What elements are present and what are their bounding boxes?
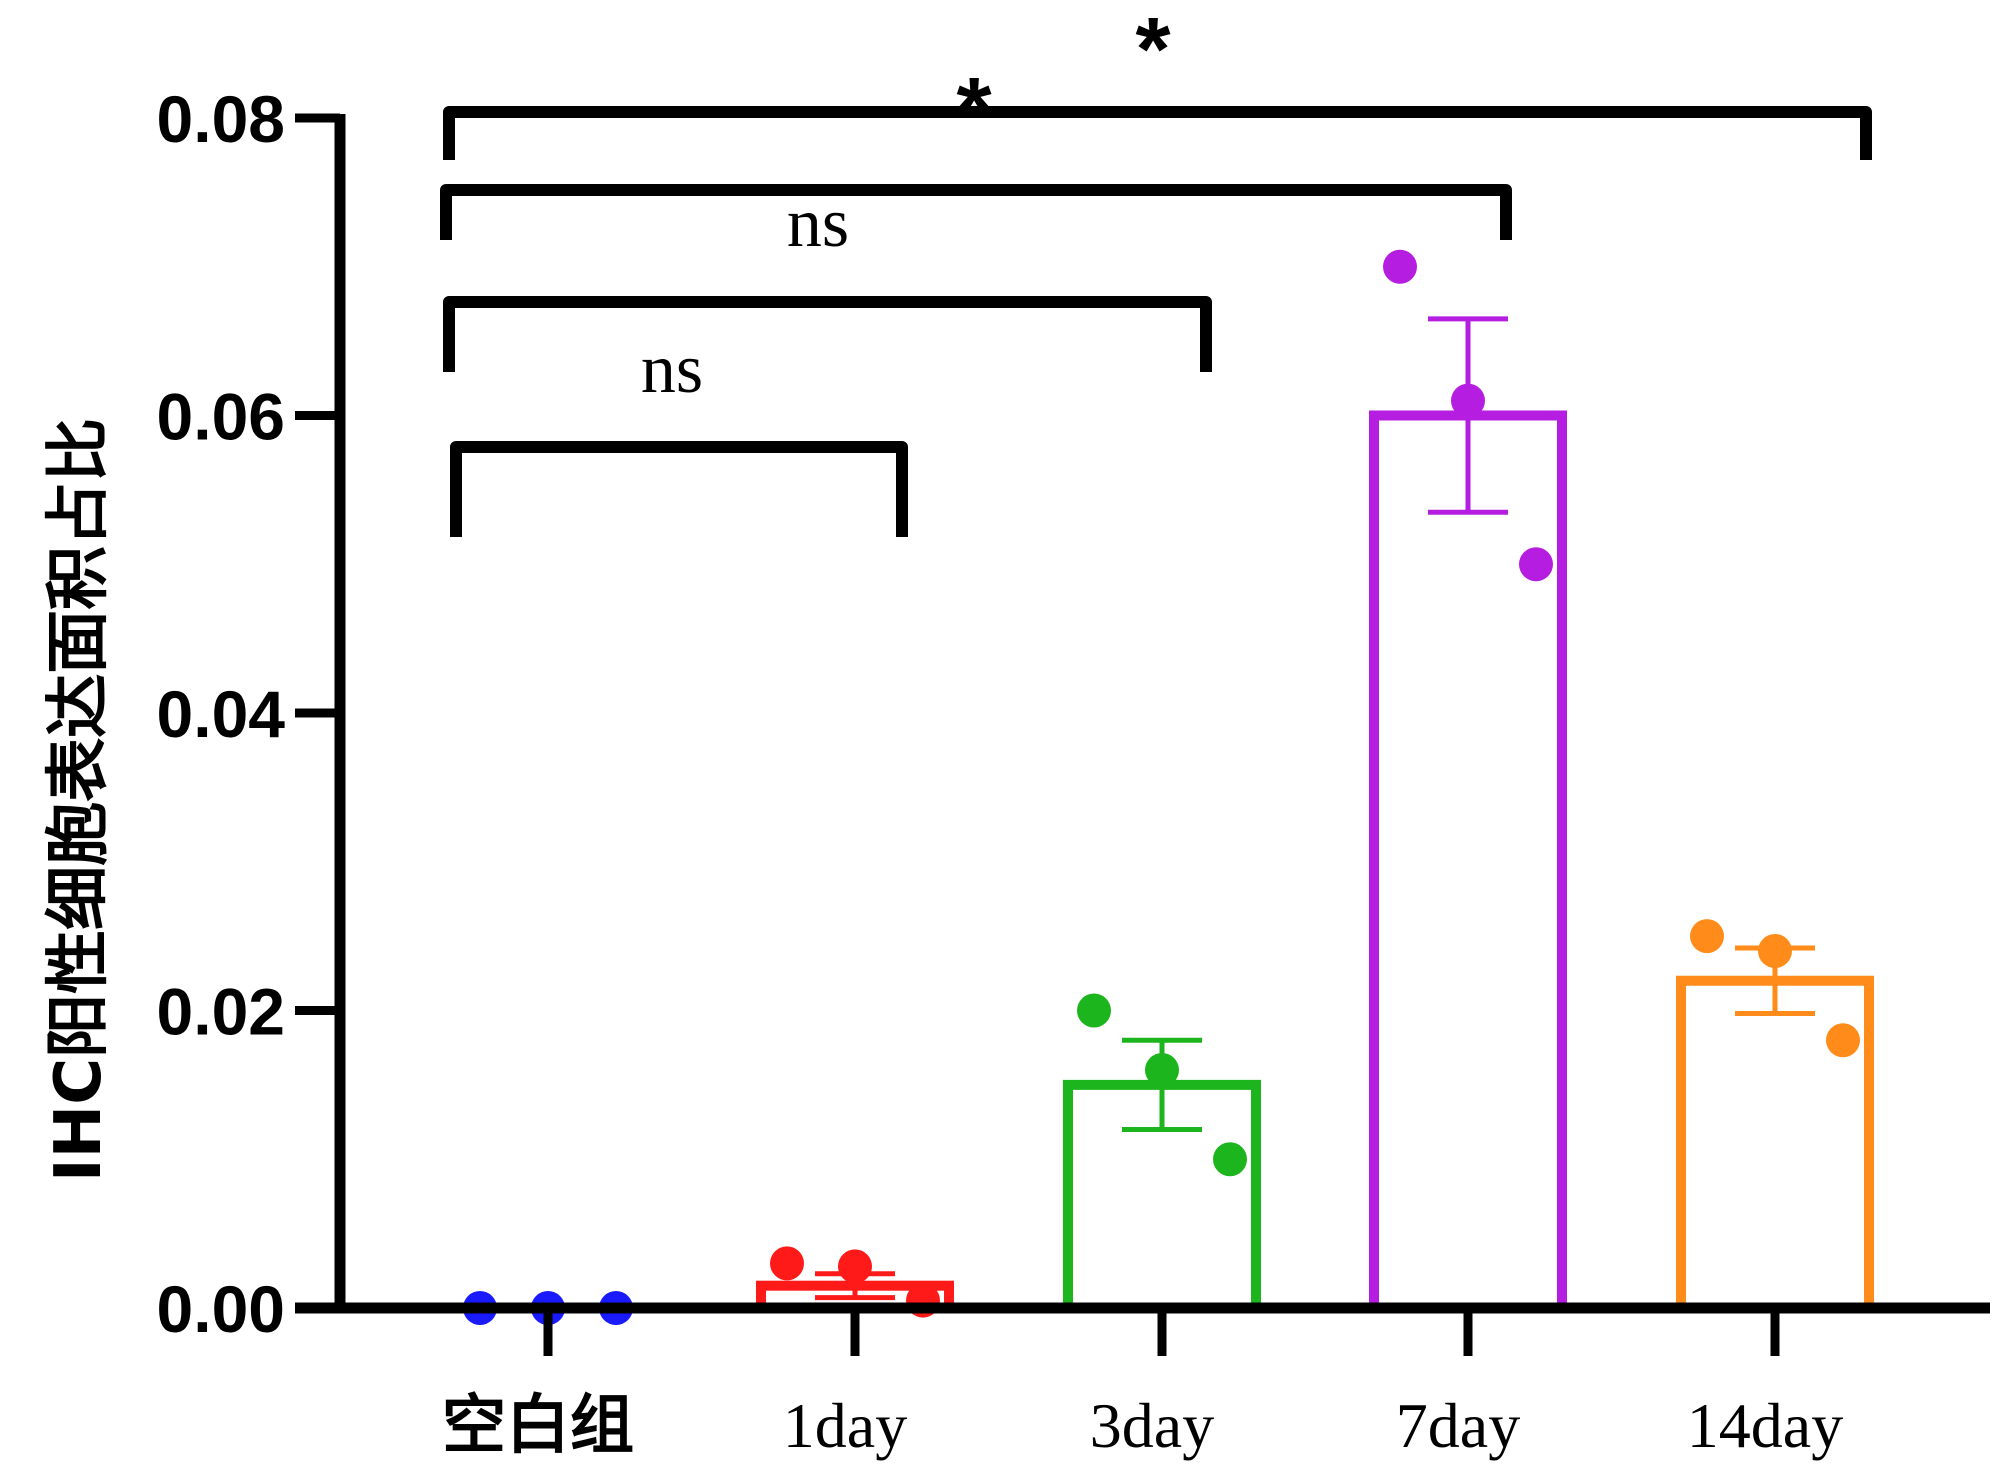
y-tick-label-0: 0.00	[157, 1272, 285, 1346]
sig-bracket-0	[450, 441, 908, 537]
data-point-2-1	[1145, 1053, 1179, 1087]
sig-bracket-3	[443, 106, 1872, 160]
y-axis-label: IHC阳性细胞表达面积占比	[42, 418, 116, 1182]
data-point-2-0	[1077, 993, 1111, 1028]
data-point-4-1	[1758, 934, 1792, 968]
data-point-1-1	[838, 1249, 872, 1284]
data-point-4-0	[1690, 919, 1724, 954]
sig-bracket-1	[443, 296, 1212, 372]
bars-layer	[480, 316, 1874, 1313]
sig-label-2: *	[956, 60, 991, 160]
data-point-3-2	[1519, 547, 1553, 582]
data-point-3-1	[1451, 383, 1485, 418]
sig-label-3: *	[1135, 0, 1170, 100]
y-tick-label-4: 0.08	[157, 82, 285, 156]
y-tick-label-1: 0.02	[157, 975, 285, 1049]
x-tick-label-2: 3day	[1090, 1390, 1214, 1461]
y-tick-label-2: 0.04	[157, 677, 286, 751]
data-point-2-2	[1213, 1142, 1247, 1177]
axes-layer: 0.00 0.02 0.04 0.06 0.08 空白组 1day 3day 7day 14day	[157, 82, 1990, 1463]
sig-bracket-2	[440, 184, 1512, 240]
data-point-1-0	[770, 1246, 804, 1281]
x-tick-label-1: 1day	[783, 1390, 907, 1461]
data-point-3-0	[1383, 249, 1417, 284]
points-layer	[463, 249, 1860, 1325]
y-tick-label-3: 0.06	[157, 380, 285, 454]
sig-label-1: ns	[787, 185, 849, 262]
x-tick-label-3: 7day	[1396, 1390, 1520, 1461]
significance-layer: ns ns * *	[440, 0, 1872, 537]
data-point-4-2	[1826, 1023, 1860, 1058]
sig-label-0: ns	[641, 331, 703, 408]
x-tick-label-4: 14day	[1687, 1390, 1843, 1461]
x-tick-label-0: 空白组	[442, 1389, 634, 1463]
